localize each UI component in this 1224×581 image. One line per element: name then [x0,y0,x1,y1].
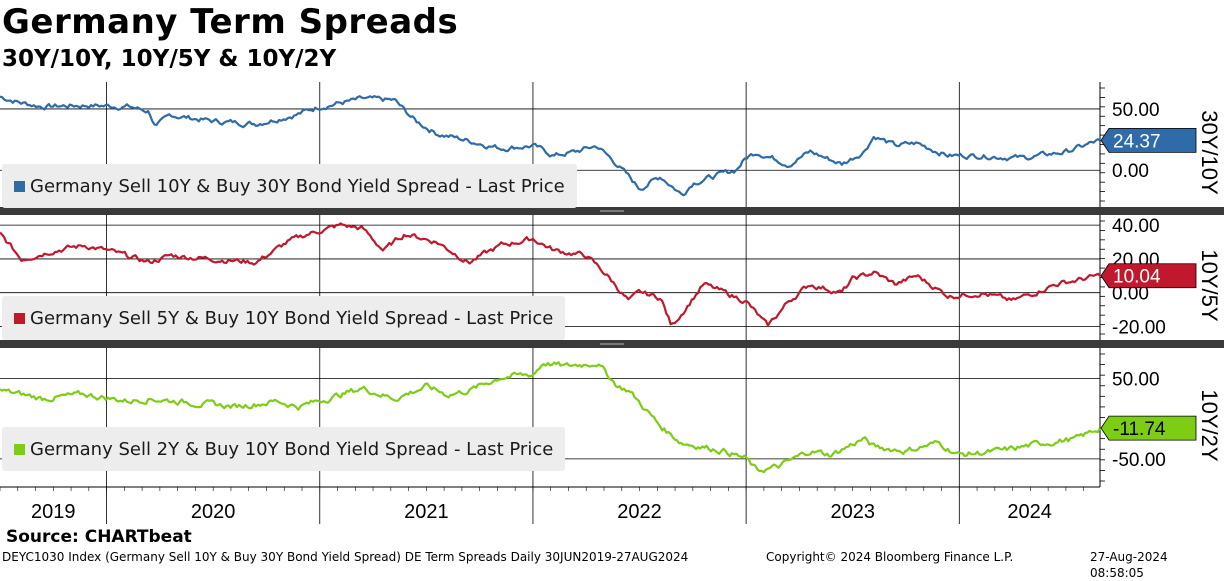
last-value-tag-30y10y [1100,127,1197,153]
y-tick-label-10y2y-0: 50.00 [1112,370,1160,391]
y-tick-label-10y5y-2: 0.00 [1112,284,1149,305]
footer-copyright: Copyright© 2024 Bloomberg Finance L.P. [766,550,1014,564]
last-value-label-10y2y: -11.74 [1113,419,1166,440]
y-tick-label-10y5y-3: -20.00 [1112,317,1166,338]
last-value-tag-10y2y [1100,415,1197,441]
legend-10y5y: Germany Sell 5Y & Buy 10Y Bond Yield Spr… [2,296,566,340]
legend-swatch-10y5y [14,312,25,324]
legend-swatch-10y2y [14,443,25,455]
chart-subtitle: 30Y/10Y, 10Y/5Y & 10Y/2Y [2,46,337,72]
x-tick-label-2022: 2022 [617,501,662,523]
chart-title: Germany Term Spreads [2,2,459,42]
last-value-tag-10y5y [1100,263,1197,289]
legend-label-10y2y: Germany Sell 2Y & Buy 10Y Bond Yield Spr… [30,438,554,460]
series-line-10y2y [0,361,1101,474]
last-value-label-10y5y: 10.04 [1113,267,1161,288]
y-tick-label-10y5y-0: 40.00 [1112,216,1160,237]
source-note: Source: CHARTbeat [6,527,192,547]
x-tick-label-2024: 2024 [1007,501,1052,523]
footer-timestamp: 27-Aug-2024 08:58:05 [1090,550,1168,580]
x-tick-label-2020: 2020 [191,501,236,523]
series-line-30y10y [0,95,1101,197]
last-value-label-30y10y: 24.37 [1113,131,1161,152]
x-tick-label-2021: 2021 [404,501,449,523]
footer-description: DEYC1030 Index (Germany Sell 10Y & Buy 3… [2,550,689,564]
axis-label-10y2y: 10Y/2Y [1197,389,1222,461]
legend-30y10y: Germany Sell 10Y & Buy 30Y Bond Yield Sp… [2,164,577,208]
legend-10y2y: Germany Sell 2Y & Buy 10Y Bond Yield Spr… [2,427,566,471]
y-tick-label-10y2y-1: -50.00 [1112,450,1166,471]
series-line-10y5y [0,222,1101,327]
legend-label-30y10y: Germany Sell 10Y & Buy 30Y Bond Yield Sp… [30,175,565,197]
axis-label-30y10y: 30Y/10Y [1197,110,1222,195]
axis-label-10y5y: 10Y/5Y [1197,249,1222,321]
legend-label-10y5y: Germany Sell 5Y & Buy 10Y Bond Yield Spr… [30,307,554,329]
y-tick-label-30y10y-1: 0.00 [1112,161,1149,182]
y-tick-label-30y10y-0: 50.00 [1112,100,1160,121]
legend-swatch-30y10y [14,180,25,192]
x-tick-label-2023: 2023 [830,501,875,523]
x-tick-label-2019: 2019 [31,501,76,523]
